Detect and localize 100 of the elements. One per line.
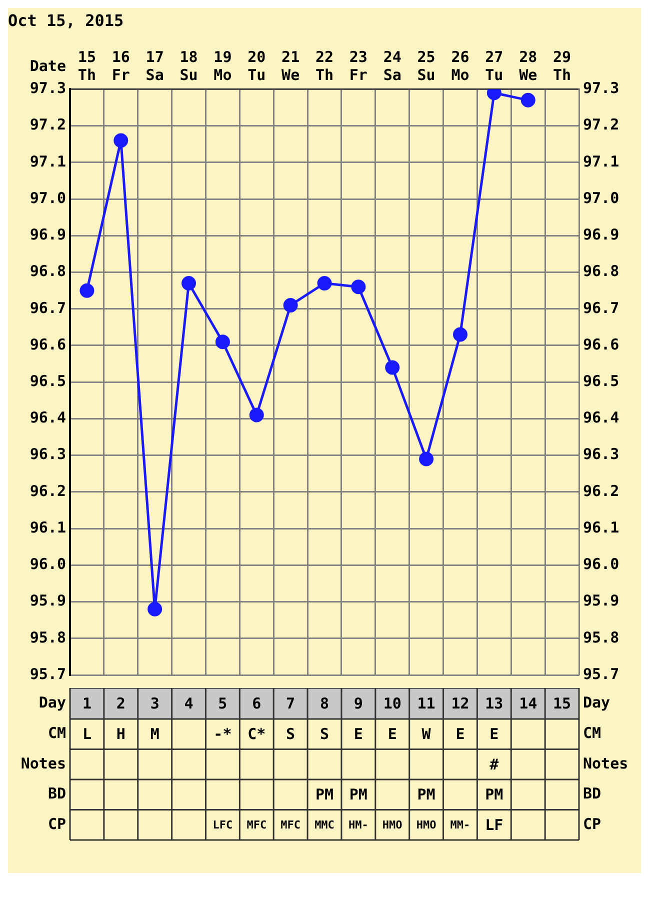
- text: #: [490, 755, 499, 774]
- point: [182, 276, 196, 290]
- point: [419, 452, 434, 466]
- x-tick-label: 11: [417, 694, 436, 712]
- text: PM: [349, 786, 368, 804]
- x-tick-label: 15: [553, 694, 572, 712]
- y2-tick-label: 95.7: [583, 664, 620, 683]
- y2-tick-label: Notes: [583, 754, 628, 772]
- text: L: [82, 725, 92, 744]
- y-tick-label: 96.0: [30, 555, 66, 574]
- x-tick-label: 13: [485, 694, 504, 712]
- point: [520, 92, 536, 108]
- y-tick-label: 96.2: [30, 482, 66, 500]
- y-tick-label: 97.2: [30, 116, 66, 134]
- text: PM: [417, 786, 436, 804]
- x-tick-label: 18 Su: [180, 48, 198, 84]
- text: H: [116, 725, 126, 744]
- y2-tick-label: 97.1: [583, 152, 620, 170]
- y2-tick-label: 97.2: [583, 116, 620, 134]
- y2-tick-label: 96.2: [583, 482, 620, 500]
- x-tick-label: 21 We: [282, 48, 300, 84]
- x-tick-label: 4: [184, 694, 194, 712]
- text: C*: [248, 725, 266, 744]
- y-tick-label: CP: [48, 814, 66, 833]
- y-tick-label: 95.8: [30, 628, 66, 646]
- x-tick-label: 14: [519, 694, 538, 712]
- point: [148, 602, 162, 616]
- y2-tick-label: 95.9: [583, 592, 620, 610]
- y2-tick-label: 97.0: [583, 188, 620, 207]
- x-axis-title: Day: [38, 693, 66, 712]
- point: [452, 327, 468, 342]
- y-tick-label: 97.0: [30, 188, 66, 207]
- x-axis-title: Date: [30, 57, 66, 76]
- y-tick-label: 97.1: [30, 152, 66, 170]
- x-tick-label: 3: [150, 694, 160, 712]
- point: [351, 280, 366, 294]
- text: -*: [214, 725, 232, 744]
- text: E: [490, 725, 499, 744]
- x-tick-label: 7: [286, 694, 296, 712]
- y-tick-label: 96.8: [30, 262, 66, 280]
- text: HM-: [348, 818, 368, 832]
- text: E: [388, 725, 397, 744]
- y2-tick-label: 95.8: [583, 628, 620, 646]
- text: HMO: [416, 818, 436, 832]
- point: [283, 298, 298, 312]
- y-tick-label: BD: [48, 784, 66, 803]
- point: [385, 360, 400, 375]
- y-tick-label: 97.3: [30, 79, 66, 98]
- y2-tick-label: CM: [583, 724, 602, 742]
- text: M: [150, 725, 160, 744]
- text: E: [456, 725, 465, 744]
- y-tick-label: 96.7: [30, 298, 66, 317]
- y2-tick-label: 97.3: [583, 79, 620, 98]
- x-tick-label: 15 Th: [78, 48, 96, 84]
- text: W: [422, 725, 431, 744]
- x-tick-label: 27 Tu: [485, 48, 504, 84]
- x-tick-label: 6: [252, 694, 262, 712]
- point: [215, 334, 230, 350]
- text: Day: [583, 693, 610, 712]
- x-tick-label: 9: [354, 694, 363, 712]
- y2-tick-label: 96.4: [583, 408, 620, 427]
- x-tick-label: 29 Th: [553, 48, 572, 84]
- y2-tick-label: 96.0: [583, 555, 620, 574]
- text: HMO: [382, 818, 402, 832]
- text: MM-: [450, 818, 470, 832]
- y2-tick-label: CP: [583, 814, 602, 833]
- text: E: [354, 725, 363, 744]
- y-tick-label: 96.1: [30, 518, 66, 536]
- text: MFC: [246, 818, 267, 832]
- y2-tick-label: 96.5: [583, 372, 620, 390]
- point: [114, 133, 128, 148]
- x-tick-label: 10: [383, 694, 402, 712]
- x-tick-label: 25 Su: [417, 48, 436, 84]
- x-tick-label: 5: [218, 694, 228, 712]
- x-tick-label: 20 Tu: [248, 48, 266, 84]
- y-tick-label: 96.9: [30, 226, 66, 244]
- x-tick-label: 22 Th: [315, 48, 334, 84]
- x-tick-label: 23 Fr: [349, 48, 368, 84]
- x-tick-label: 16 Fr: [112, 48, 130, 84]
- x-tick-label: 17 Sa: [146, 48, 164, 84]
- y-tick-label: 96.3: [30, 445, 66, 464]
- text: LF: [485, 816, 504, 834]
- text: LFC: [212, 818, 233, 832]
- text: S: [320, 725, 330, 744]
- text: PM: [315, 786, 334, 804]
- x-tick-label: 1: [82, 694, 92, 712]
- text: MFC: [280, 818, 301, 832]
- text: S: [286, 725, 296, 744]
- y-tick-label: Notes: [20, 754, 66, 772]
- y2-tick-label: BD: [583, 784, 602, 803]
- x-tick-label: 19 Mo: [214, 48, 232, 84]
- text: MMC: [314, 818, 334, 832]
- chart-title: Oct 15, 2015: [8, 10, 124, 30]
- y-tick-label: 95.9: [30, 592, 66, 610]
- x-tick-label: 2: [116, 694, 126, 712]
- point: [249, 408, 264, 422]
- y-tick-label: 96.4: [30, 408, 66, 427]
- point: [80, 283, 94, 298]
- text: PM: [485, 786, 504, 804]
- x-tick-label: 28 We: [519, 48, 538, 84]
